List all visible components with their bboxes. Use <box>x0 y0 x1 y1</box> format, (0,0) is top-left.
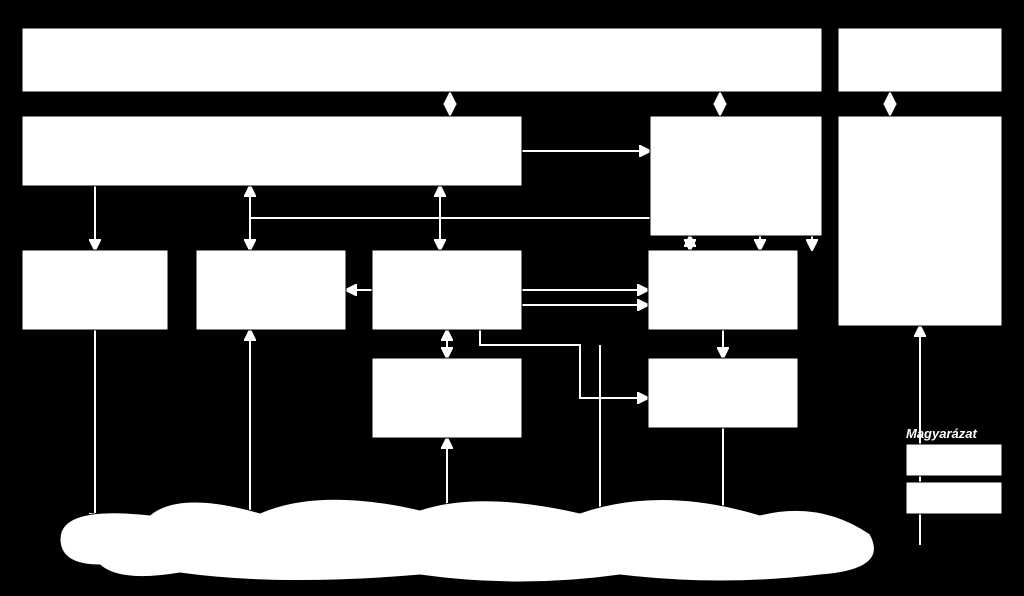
nodes-layer <box>22 28 1002 438</box>
node-r3-b <box>196 250 346 330</box>
node-top-wide <box>22 28 822 92</box>
edge-0-up <box>444 92 456 104</box>
node-r3-a <box>22 250 168 330</box>
cloud-layer <box>60 499 874 582</box>
node-row2-left <box>22 116 522 186</box>
cloud-shape <box>60 499 874 582</box>
node-r4-left <box>372 358 522 438</box>
edge-2-down <box>884 104 896 116</box>
edge-1-down <box>714 104 726 116</box>
diagram-canvas: Magyarázat <box>0 0 1024 596</box>
legend-box-0 <box>906 444 1002 476</box>
legend-box-1 <box>906 482 1002 514</box>
node-top-small <box>838 28 1002 92</box>
node-r4-right <box>648 358 798 428</box>
node-row2-right <box>650 116 822 236</box>
node-r3-c <box>372 250 522 330</box>
legend-title: Magyarázat <box>906 426 977 441</box>
edge-0-down <box>444 104 456 116</box>
legend-layer: Magyarázat <box>906 426 1002 514</box>
edge-1-up <box>714 92 726 104</box>
edge-2-up <box>884 92 896 104</box>
node-r3-d <box>648 250 798 330</box>
node-side-tall <box>838 116 1002 326</box>
